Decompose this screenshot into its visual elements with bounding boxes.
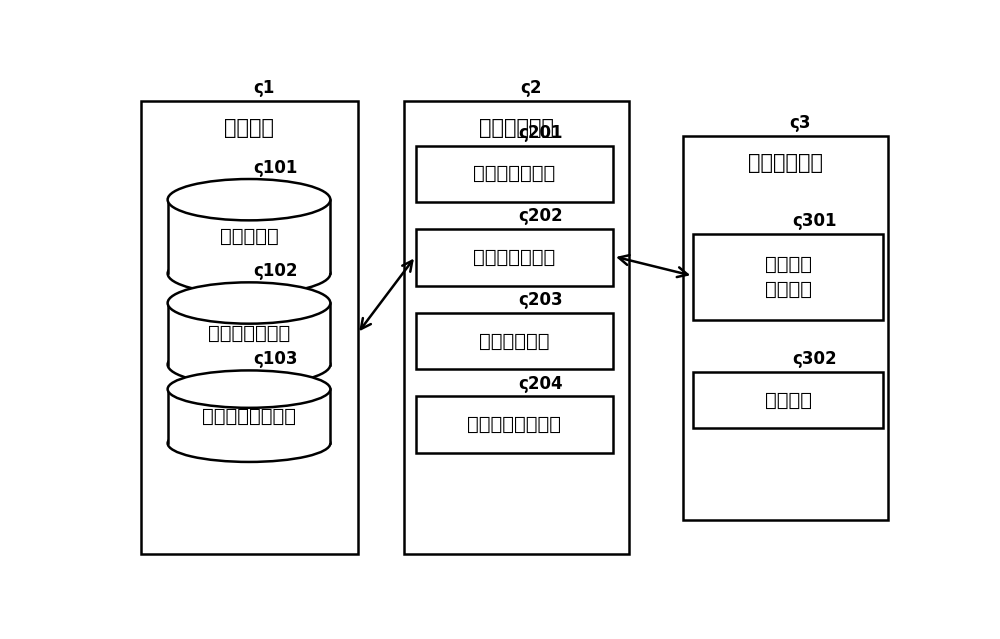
Text: ς202: ς202: [518, 207, 563, 226]
Text: ς203: ς203: [518, 291, 563, 309]
Bar: [404, 101, 629, 554]
Text: ς2: ς2: [520, 79, 542, 97]
Text: 存储装置: 存储装置: [224, 118, 274, 138]
Text: ς101: ς101: [253, 158, 297, 176]
Bar: [683, 135, 888, 520]
Text: 分类方法
选择单元: 分类方法 选择单元: [765, 255, 812, 299]
Text: 意图词典存储部: 意图词典存储部: [208, 324, 290, 343]
Text: ς3: ς3: [790, 114, 811, 132]
Text: 同义词词典存储部: 同义词词典存储部: [202, 406, 296, 426]
Text: ς201: ς201: [518, 123, 563, 142]
Ellipse shape: [168, 371, 330, 408]
Bar: [416, 313, 613, 369]
Polygon shape: [168, 303, 330, 364]
Text: ς204: ς204: [518, 374, 563, 392]
Bar: [416, 396, 613, 453]
Polygon shape: [168, 389, 330, 443]
Text: 输入输出装置: 输入输出装置: [748, 153, 823, 173]
Text: 文件标签赋予单元: 文件标签赋予单元: [467, 415, 561, 435]
Text: 文件分类单元: 文件分类单元: [479, 332, 550, 351]
Text: ς103: ς103: [253, 350, 297, 368]
Bar: [693, 234, 883, 320]
Ellipse shape: [168, 282, 330, 324]
Bar: [416, 146, 613, 202]
Ellipse shape: [168, 424, 330, 462]
Text: ς102: ς102: [253, 262, 297, 280]
Text: 特征语分组单元: 特征语分组单元: [473, 248, 556, 267]
Ellipse shape: [168, 253, 330, 294]
Polygon shape: [168, 199, 330, 273]
Text: ς1: ς1: [253, 79, 274, 97]
Text: 文件存储部: 文件存储部: [220, 227, 278, 246]
Text: 数据处理装置: 数据处理装置: [479, 118, 554, 138]
Text: 特征语提取单元: 特征语提取单元: [473, 164, 556, 183]
Text: 提示单元: 提示单元: [765, 390, 812, 410]
Bar: [693, 372, 883, 429]
Ellipse shape: [168, 344, 330, 385]
Ellipse shape: [168, 179, 330, 220]
Text: ς302: ς302: [792, 350, 837, 368]
Text: ς301: ς301: [792, 212, 836, 230]
Bar: [416, 229, 613, 286]
Bar: [140, 101, 358, 554]
